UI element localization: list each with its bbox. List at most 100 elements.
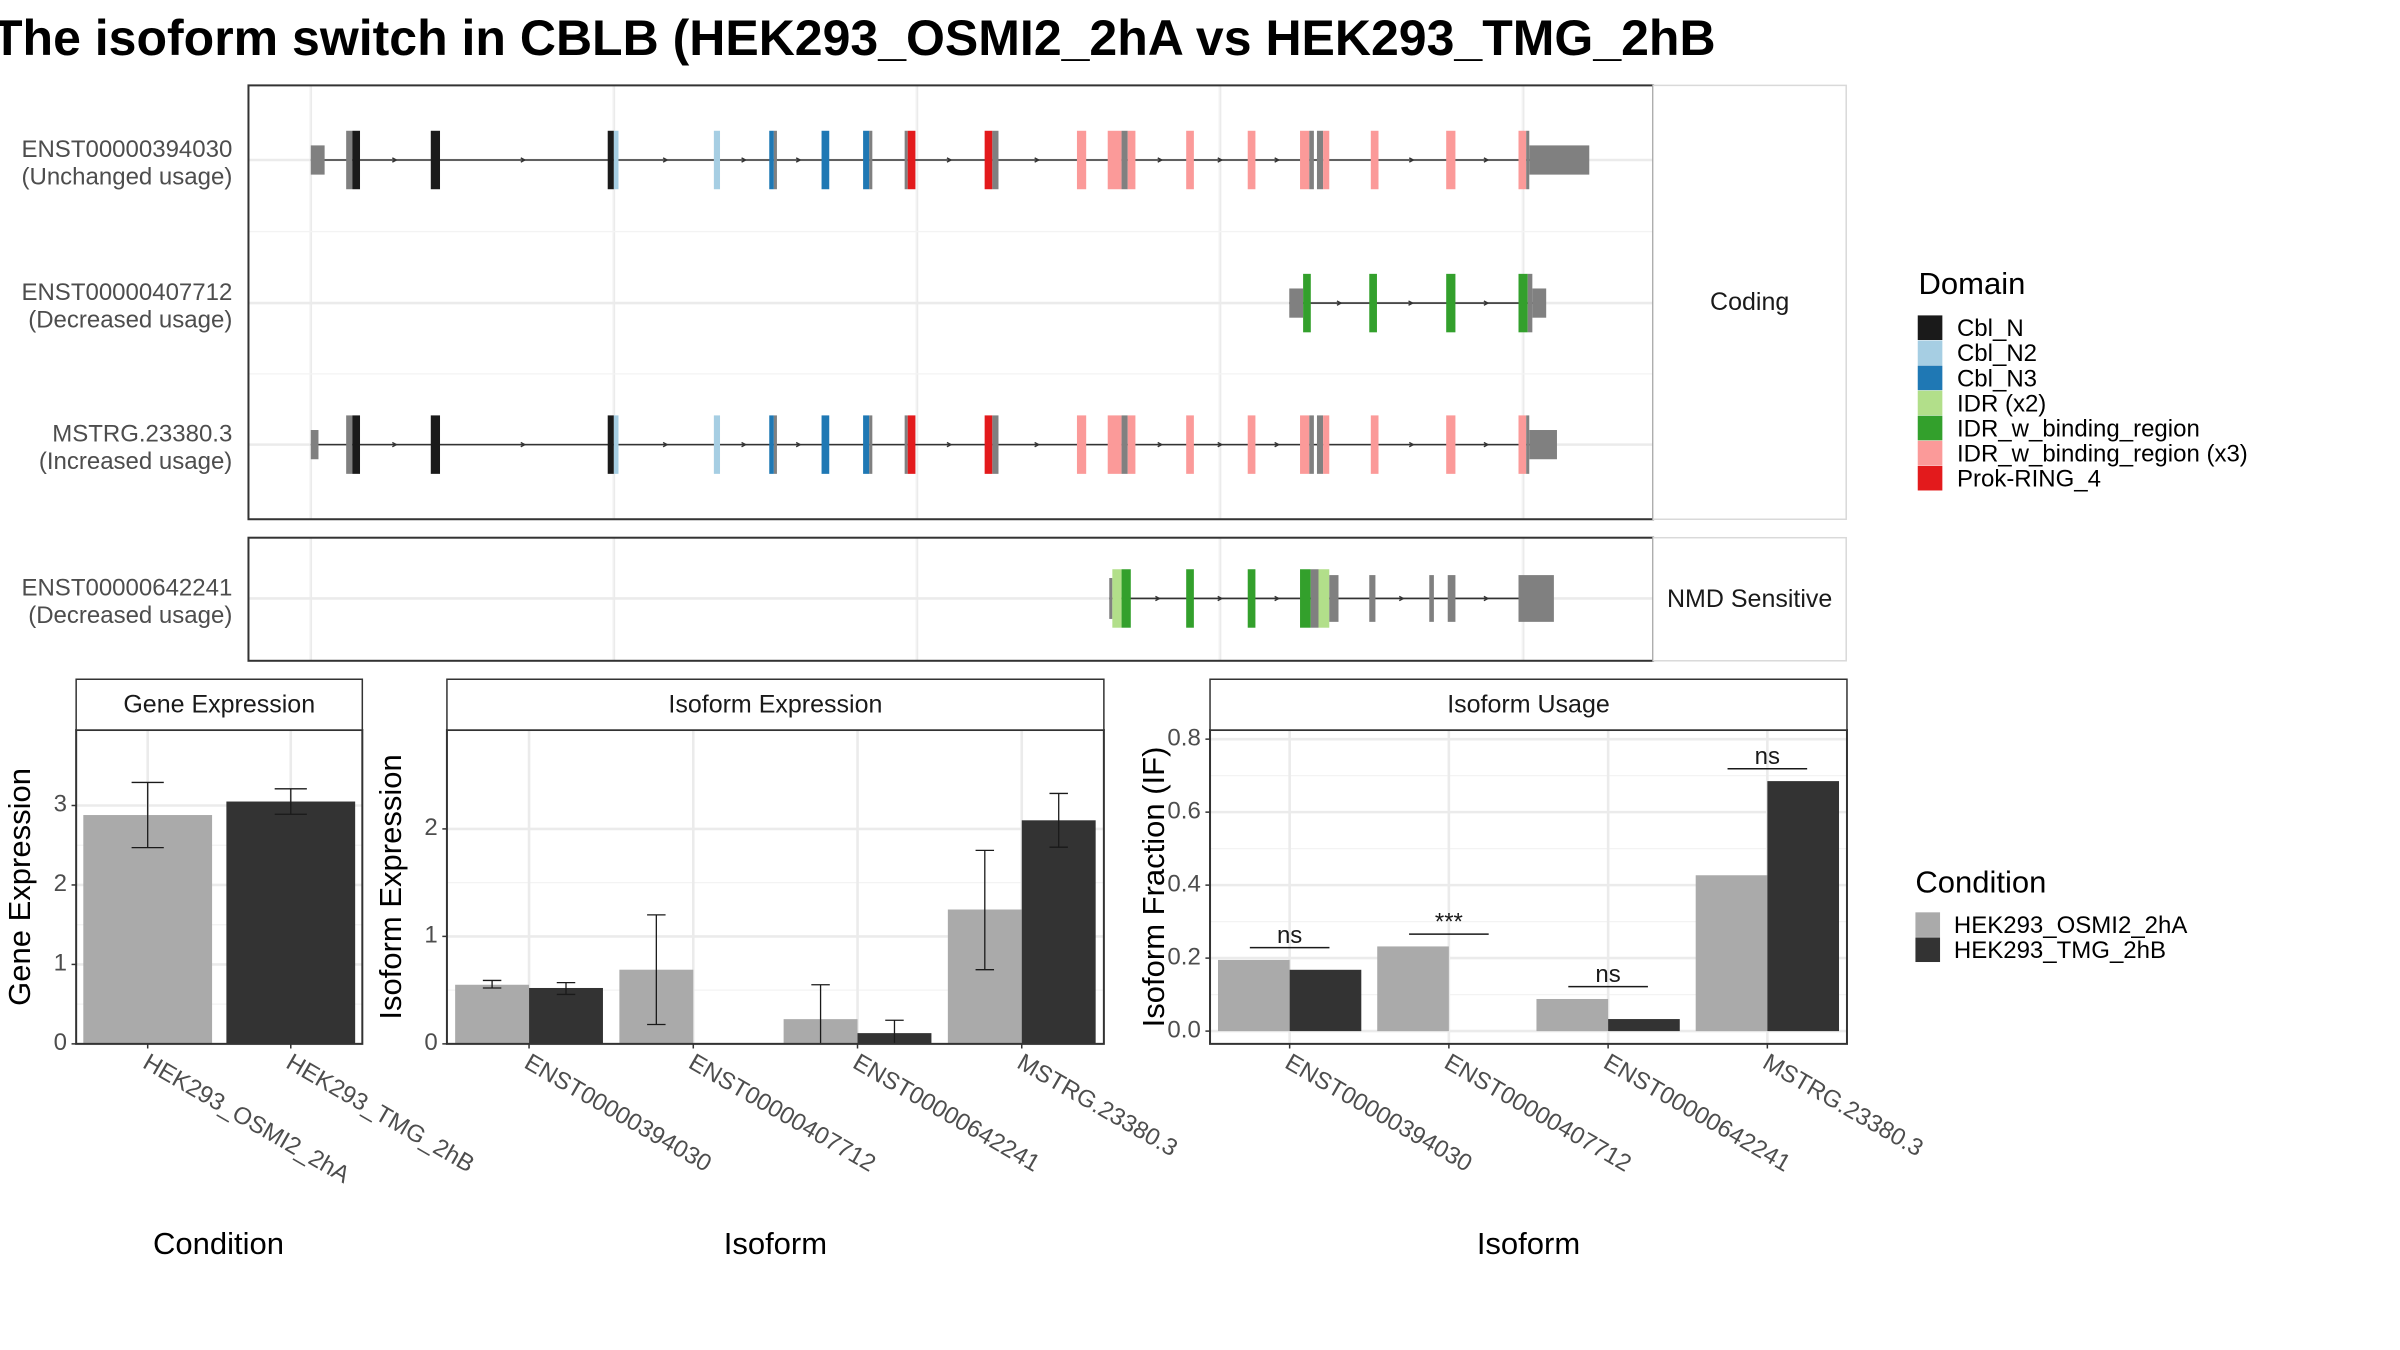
y-tick-label: 0.4 xyxy=(1167,870,1200,897)
exon-cbl-n xyxy=(352,415,361,474)
exon-idr-w-binding-region-x3 xyxy=(1186,130,1194,190)
exon-idr-w-binding-region-x3 xyxy=(1323,415,1330,474)
intron-arrow xyxy=(1157,157,1164,163)
exon-cbl-n2 xyxy=(613,130,619,190)
intron-arrow xyxy=(1274,441,1281,448)
bar xyxy=(1608,1019,1680,1032)
exon-noncoding xyxy=(904,415,908,474)
intron-arrow xyxy=(1217,441,1224,448)
transcript-usage: (Unchanged usage) xyxy=(22,164,233,191)
bar xyxy=(1767,781,1840,1032)
intron-arrow xyxy=(795,157,802,163)
bar xyxy=(455,984,530,1044)
exon-idr-w-binding-region-x3 xyxy=(1518,130,1527,190)
exon-cbl-n xyxy=(607,415,614,474)
intron-arrow xyxy=(1483,300,1490,306)
x-axis-title: Isoform xyxy=(1477,1226,1580,1261)
intron-arrow xyxy=(1217,595,1224,602)
y-tick-label: 0.2 xyxy=(1167,943,1200,970)
x-tick-label: MSTRG.23380.3 xyxy=(1013,1049,1182,1162)
transcript-usage: (Decreased usage) xyxy=(28,602,232,629)
significance-label: ns xyxy=(1755,743,1780,770)
legend-key xyxy=(1917,315,1943,341)
x-axis-title: Condition xyxy=(153,1226,284,1261)
legend-label: Cbl_N3 xyxy=(1957,365,2037,392)
figure-title: The isoform switch in CBLB (HEK293_OSMI2… xyxy=(0,10,1716,66)
legend-label: IDR_w_binding_region (x3) xyxy=(1957,441,2248,468)
intron-arrow xyxy=(795,441,802,448)
exon-prok-ring-4 xyxy=(984,130,993,190)
exon-noncoding xyxy=(1121,130,1128,190)
exon-noncoding xyxy=(1532,288,1547,318)
exon-noncoding xyxy=(1529,430,1557,460)
y-tick-label: 0.8 xyxy=(1167,724,1200,751)
chart-isoform-expression: Isoform Expression012ENST00000394030ENST… xyxy=(373,678,1182,1261)
y-tick-label: 2 xyxy=(54,870,67,897)
intron-arrow xyxy=(520,157,527,163)
y-tick-label: 1 xyxy=(54,950,67,977)
exon-cbl-n3 xyxy=(821,415,830,474)
legend-label: Cbl_N xyxy=(1957,315,2024,342)
exon-idr-w-binding-region-x3 xyxy=(1127,415,1136,474)
exon-cbl-n xyxy=(352,130,361,190)
exon-prok-ring-4 xyxy=(907,130,916,190)
expression-charts: Gene Expression0123HEK293_OSMI2_2hAHEK29… xyxy=(2,678,1928,1261)
y-tick-label: 3 xyxy=(54,791,67,818)
intron-arrow xyxy=(662,157,669,163)
y-tick-label: 0 xyxy=(424,1029,437,1056)
exon-noncoding xyxy=(1369,575,1376,622)
exon-idr-w-binding-region-x3 xyxy=(1446,130,1456,190)
exon-idr-w-binding-region xyxy=(1300,569,1311,628)
facet-strip xyxy=(75,678,364,731)
exon-idr-w-binding-region-x3 xyxy=(1300,415,1310,474)
significance-annotation: ns xyxy=(1568,961,1648,988)
bar xyxy=(226,801,356,1044)
exon-cbl-n2 xyxy=(613,415,619,474)
bar xyxy=(1289,969,1362,1032)
legend-title: Condition xyxy=(1915,864,2046,899)
exon-noncoding xyxy=(1289,288,1304,318)
exon-noncoding xyxy=(1316,130,1324,190)
intron-arrow xyxy=(1336,300,1343,306)
exon-cbl-n2 xyxy=(713,130,721,190)
significance-annotation: ns xyxy=(1727,743,1808,770)
exon-noncoding xyxy=(1316,415,1324,474)
y-tick-label: 0 xyxy=(54,1029,67,1056)
bar xyxy=(1217,959,1290,1032)
intron-arrow xyxy=(1157,441,1164,448)
facet-strip xyxy=(446,678,1105,731)
intron-arrow xyxy=(1408,300,1414,306)
exon-noncoding xyxy=(773,415,777,474)
exon-cbl-n xyxy=(430,130,441,190)
legend-key xyxy=(1917,340,1943,366)
exon-idr-w-binding-region xyxy=(1446,273,1456,333)
exon-prok-ring-4 xyxy=(907,415,916,474)
exon-idr-w-binding-region xyxy=(1247,569,1256,628)
intron-arrow xyxy=(741,441,748,448)
bar xyxy=(1021,820,1096,1044)
transcript-label: ENST00000407712(Decreased usage) xyxy=(21,279,232,334)
exon-noncoding xyxy=(904,130,908,190)
transcript-usage: (Increased usage) xyxy=(39,448,232,475)
legend-key xyxy=(1917,440,1943,466)
y-axis-title: Gene Expression xyxy=(2,768,37,1006)
exon-noncoding xyxy=(1309,415,1314,474)
y-tick-label: 1 xyxy=(424,922,437,949)
exon-idr-x2 xyxy=(1112,569,1122,628)
error-bar xyxy=(647,914,666,1026)
transcript-ENST00000642241 xyxy=(1109,569,1554,628)
intron-arrow xyxy=(520,441,527,448)
legend-key xyxy=(1917,415,1943,441)
exon-noncoding xyxy=(1527,273,1533,333)
exon-noncoding xyxy=(1121,415,1128,474)
exon-idr-w-binding-region-x3 xyxy=(1186,415,1194,474)
y-axis-title: Isoform Expression xyxy=(373,754,408,1019)
intron-arrow xyxy=(1217,157,1224,163)
intron-arrow xyxy=(1483,441,1490,448)
exon-idr-w-binding-region-x3 xyxy=(1076,130,1087,190)
transcript-ENST00000394030 xyxy=(310,130,1590,190)
exon-idr-x2 xyxy=(1318,569,1330,628)
intron-arrow xyxy=(1034,157,1041,163)
facet-strip-label: NMD Sensitive xyxy=(1667,585,1832,613)
y-axis-title: Isoform Fraction (IF) xyxy=(1136,747,1171,1028)
